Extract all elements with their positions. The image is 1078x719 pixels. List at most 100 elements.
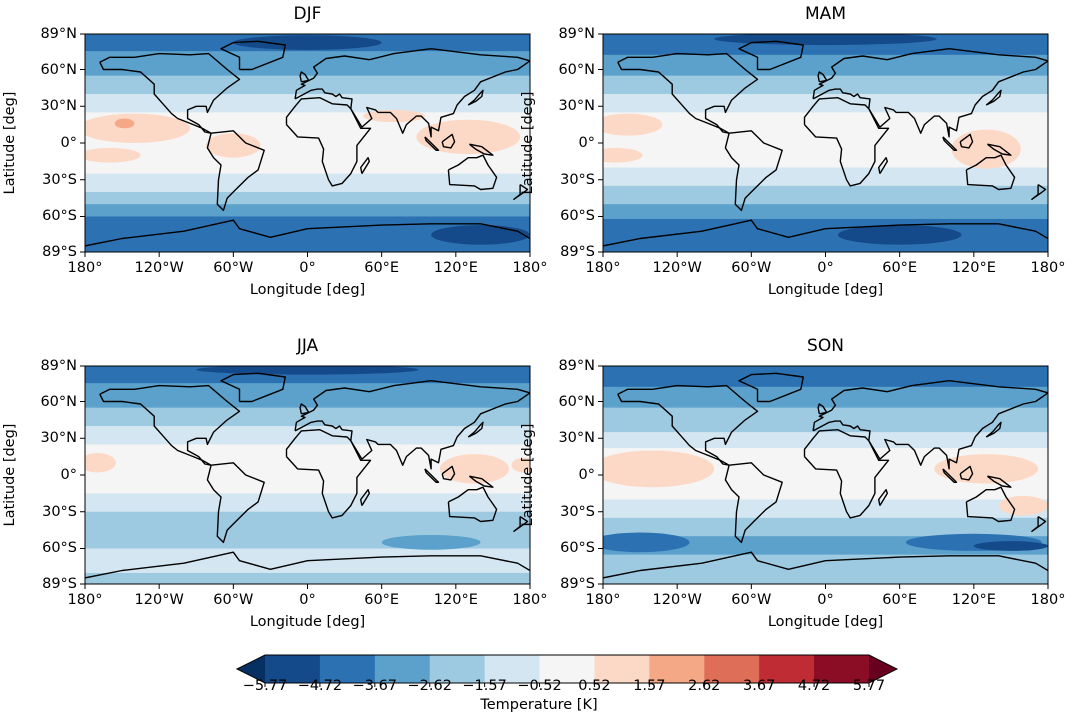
y-tick-label: 60°S: [42, 208, 77, 225]
contour-region: [837, 225, 962, 245]
contour-region: [714, 34, 937, 46]
coastline-japan: [985, 421, 1002, 438]
colorbar-tick-label: 5.77: [852, 678, 886, 694]
colorbar-tick-label: 1.57: [633, 678, 666, 694]
coastline-madagascar: [878, 488, 888, 506]
colorbar-segment: [429, 655, 486, 683]
coastline-africa: [285, 97, 372, 187]
contour-region: [439, 454, 509, 484]
y-tick-label: 89°N: [40, 26, 77, 42]
y-tick-label: 60°S: [42, 540, 77, 557]
colorbar-segment: [484, 655, 541, 683]
coastline-north-america: [617, 52, 759, 134]
coastline-eurasia: [812, 47, 1048, 138]
contour-region: [233, 35, 382, 50]
y-tick-label: 60°N: [40, 61, 77, 78]
contour-band: [603, 386, 1048, 409]
contour-band: [603, 94, 1048, 113]
contour-region: [951, 129, 1021, 169]
coastline-north-america: [99, 52, 241, 134]
y-tick-label: 30°N: [558, 98, 595, 115]
panel-title: JJA: [296, 336, 319, 356]
y-tick-label: 89°N: [558, 26, 595, 42]
contour-band: [603, 517, 1048, 537]
y-tick-label: 60°S: [560, 540, 595, 557]
contour-region: [603, 532, 690, 553]
colorbar: [235, 654, 899, 687]
contour-fill: [603, 366, 1048, 584]
coastline-new-zealand: [1031, 516, 1047, 533]
x-tick-label: 180°: [585, 592, 621, 608]
contour-band: [85, 75, 530, 95]
x-tick-label: 180°: [1030, 592, 1066, 608]
x-tick-label: 180°: [512, 260, 548, 276]
y-tick-label: 89°N: [558, 358, 595, 374]
coastline-sumatra: [942, 136, 958, 152]
coastline-borneo: [441, 465, 456, 481]
coastline-madagascar: [360, 156, 370, 174]
coastline-madagascar: [360, 488, 370, 506]
colorbar-segment: [374, 655, 431, 683]
y-tick-label: 60°N: [40, 393, 77, 410]
x-tick-label: 120°W: [134, 592, 184, 608]
contour-region: [206, 133, 261, 158]
coastline-japan: [985, 89, 1002, 106]
map-panel-son: SON 180° 120°W 60°W 0° 60°E 120°E 180° 89°N 60°N 3…: [520, 336, 1065, 630]
coastline-australia: [447, 486, 498, 523]
y-tick-label: 30°N: [40, 430, 77, 447]
y-tick-label: 30°S: [42, 503, 77, 520]
x-tick-label: 180°: [1030, 260, 1066, 276]
colorbar-tick-label: −3.67: [352, 678, 398, 694]
contour-band: [603, 432, 1048, 449]
x-tick-label: 180°: [585, 260, 621, 276]
y-axis-label: Latitude [deg]: [2, 423, 18, 527]
y-tick-label: 89°S: [560, 576, 595, 592]
coastline-sumatra: [942, 468, 958, 484]
y-tick-label: 60°S: [560, 208, 595, 225]
coastline-eurasia: [294, 47, 530, 138]
contour-band: [85, 173, 530, 193]
colorbar-label: Temperature [K]: [480, 697, 598, 713]
colorbar-extend-low: [237, 655, 265, 683]
contour-region: [381, 535, 481, 550]
colorbar-tick-label: −4.72: [297, 678, 343, 694]
y-tick-label: 30°N: [558, 430, 595, 447]
coastline-antarctica-coast: [603, 551, 1048, 579]
colorbar-segment: [704, 655, 760, 683]
contour-fill: [85, 34, 530, 252]
contour-region: [85, 452, 116, 473]
coastline-greenland: [738, 372, 805, 403]
contour-band: [85, 94, 530, 113]
x-axis-label: Longitude [deg]: [249, 614, 366, 630]
y-tick-label: 60°N: [558, 61, 595, 78]
map-panel-djf: DJF 180° 120°W 60°W 0° 60°E 120°E 180° 89°N 60°N 3…: [2, 4, 547, 298]
coastline-eurasia: [812, 379, 1048, 470]
x-axis-label: Longitude [deg]: [249, 282, 366, 298]
colorbar-tick-label: −0.52: [517, 678, 562, 694]
coastline-sumatra: [424, 468, 440, 484]
coastline-borneo: [959, 133, 974, 149]
map-svg: [80, 365, 531, 589]
x-tick-label: 60°E: [882, 260, 918, 276]
map-svg: [598, 365, 1049, 589]
x-tick-label: 120°W: [652, 260, 702, 276]
coastline-greenland: [738, 40, 805, 71]
contour-region: [934, 454, 1039, 484]
coastline-south-america: [206, 130, 265, 212]
contour-band: [603, 54, 1048, 77]
x-tick-label: 60°E: [364, 592, 400, 608]
contour-band: [85, 383, 530, 409]
contour-band: [85, 407, 530, 427]
contour-band: [85, 366, 530, 384]
coastline-north-america: [99, 384, 241, 466]
contour-region: [603, 147, 643, 163]
y-tick-label: 0°: [578, 135, 595, 151]
panel-title: DJF: [293, 4, 322, 24]
coastline-new-guinea: [468, 143, 494, 156]
colorbar-segment: [319, 655, 376, 683]
contour-region: [973, 541, 1048, 551]
contour-region: [196, 366, 419, 375]
y-tick-label: 0°: [578, 467, 595, 483]
coastline-new-zealand: [513, 516, 529, 533]
colorbar-segment: [265, 655, 321, 683]
